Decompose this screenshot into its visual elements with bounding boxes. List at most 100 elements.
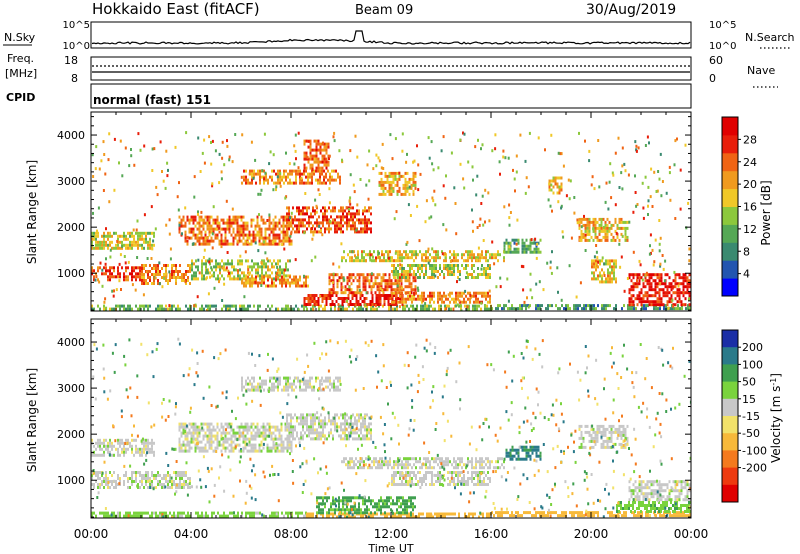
- heatmap-cell: [177, 276, 179, 279]
- heatmap-cell: [247, 259, 249, 263]
- heatmap-cell: [289, 234, 292, 238]
- heatmap-cell: [501, 307, 503, 311]
- heatmap-cell: [150, 257, 153, 260]
- heatmap-cell: [597, 511, 599, 515]
- heatmap-cell: [224, 233, 227, 237]
- heatmap-cell: [159, 304, 161, 308]
- heatmap-cell: [264, 236, 267, 240]
- heatmap-cell: [322, 218, 324, 222]
- heatmap-cell: [374, 303, 377, 307]
- heatmap-cell: [293, 169, 295, 173]
- heatmap-cell: [181, 483, 183, 486]
- heatmap-cell: [400, 192, 403, 196]
- heatmap-cell: [372, 282, 375, 286]
- heatmap-cell: [511, 250, 514, 254]
- heatmap-cell: [234, 215, 237, 219]
- heatmap-cell: [135, 511, 137, 515]
- heatmap-cell: [682, 291, 685, 295]
- heatmap-cell: [265, 265, 267, 269]
- heatmap-cell: [666, 285, 669, 289]
- heatmap-cell: [311, 175, 313, 179]
- heatmap-cell: [324, 206, 326, 210]
- heatmap-cell: [666, 291, 669, 295]
- heatmap-cell: [384, 273, 387, 277]
- heatmap-cell: [109, 272, 111, 276]
- heatmap-cell: [666, 288, 669, 292]
- heatmap-cell: [404, 183, 407, 187]
- heatmap-cell: [356, 218, 358, 222]
- heatmap-cell: [272, 218, 275, 222]
- heatmap-cell: [295, 172, 297, 176]
- heatmap-cell: [368, 206, 370, 210]
- heatmap-cell: [309, 181, 311, 185]
- heatmap-cell: [226, 239, 229, 243]
- heatmap-cell: [248, 425, 251, 429]
- heatmap-cell: [278, 233, 281, 237]
- heatmap-cell: [214, 233, 217, 237]
- heatmap-cell: [603, 280, 605, 284]
- heatmap-cell: [384, 279, 387, 283]
- heatmap-cell: [304, 206, 306, 210]
- heatmap-cell: [660, 273, 663, 277]
- heatmap-cell: [185, 282, 187, 285]
- heatmap-cell: [134, 288, 137, 292]
- heatmap-cell: [282, 230, 285, 234]
- heatmap-cell: [535, 256, 538, 260]
- heatmap-cell: [321, 172, 323, 176]
- heatmap-cell: [497, 304, 499, 308]
- heatmap-cell: [411, 256, 413, 260]
- heatmap-cell: [380, 285, 383, 289]
- heatmap-cell: [623, 304, 625, 308]
- heatmap-cell: [135, 275, 137, 279]
- heatmap-cell: [115, 447, 117, 451]
- heatmap-cell: [302, 218, 304, 222]
- heatmap-cell: [131, 474, 133, 477]
- heatmap-cell: [101, 441, 103, 445]
- heatmap-cell: [478, 515, 480, 518]
- heatmap-cell: [228, 443, 231, 447]
- heatmap-cell: [473, 270, 475, 273]
- heatmap-cell: [274, 434, 277, 438]
- heatmap-cell: [263, 132, 266, 136]
- heatmap-cell: [211, 232, 214, 236]
- heatmap-cell: [669, 307, 671, 311]
- heatmap-cell: [268, 431, 271, 435]
- heatmap-cell: [289, 178, 291, 182]
- heatmap-cell: [308, 515, 310, 518]
- nsky-label: N.Sky: [4, 31, 36, 44]
- heatmap-cell: [640, 276, 643, 280]
- heatmap-cell: [385, 297, 388, 300]
- heatmap-cell: [477, 300, 479, 304]
- heatmap-cell: [284, 230, 287, 234]
- heatmap-cell: [286, 227, 288, 231]
- heatmap-cell: [525, 304, 527, 308]
- heatmap-cell: [406, 304, 408, 308]
- heatmap-cell: [630, 303, 633, 307]
- heatmap-cell: [181, 486, 183, 489]
- heatmap-cell: [360, 221, 362, 225]
- heatmap-cell: [141, 243, 143, 247]
- heatmap-cell: [511, 304, 513, 308]
- heatmap-cell: [651, 248, 654, 252]
- heatmap-cell: [431, 247, 434, 251]
- heatmap-cell: [591, 514, 593, 518]
- heatmap-cell: [429, 294, 431, 298]
- heatmap-cell: [471, 250, 473, 254]
- heatmap-cell: [314, 227, 316, 231]
- heatmap-cell: [626, 235, 629, 239]
- heatmap-cell: [187, 483, 189, 486]
- heatmap-cell: [357, 300, 360, 303]
- heatmap-cell: [338, 227, 340, 231]
- heatmap-cell: [595, 511, 597, 515]
- heatmap-cell: [240, 227, 243, 231]
- heatmap-cell: [668, 285, 671, 289]
- heatmap-cell: [274, 221, 277, 225]
- heatmap-cell: [370, 515, 372, 518]
- heatmap-cell: [231, 265, 233, 269]
- heatmap-cell: [112, 294, 115, 298]
- heatmap-cell: [666, 294, 669, 298]
- heatmap-cell: [344, 515, 346, 518]
- heatmap-cell: [605, 262, 607, 266]
- heatmap-cell: [139, 480, 141, 483]
- heatmap-cell: [378, 159, 381, 163]
